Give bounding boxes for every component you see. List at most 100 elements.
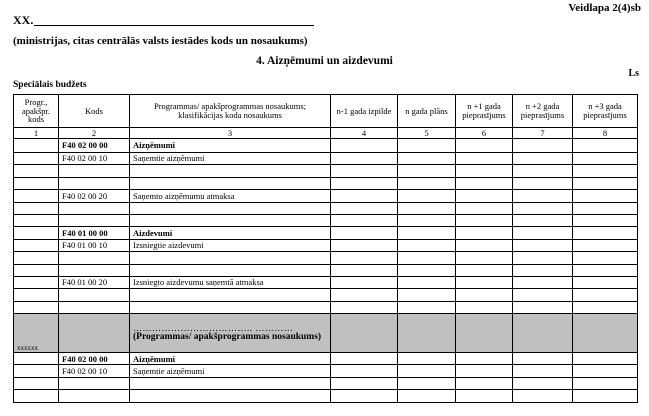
value-cell[interactable] — [330, 352, 398, 366]
value-cell[interactable] — [512, 275, 573, 290]
value-cell[interactable] — [512, 138, 573, 153]
value-cell[interactable] — [330, 251, 398, 265]
value-cell[interactable] — [512, 176, 573, 191]
value-cell[interactable] — [397, 151, 456, 166]
value-cell[interactable] — [397, 164, 456, 178]
value-cell[interactable] — [572, 263, 638, 277]
value-cell[interactable] — [330, 275, 398, 290]
value-cell[interactable] — [512, 300, 573, 315]
value-cell[interactable] — [397, 251, 456, 265]
value-cell[interactable] — [572, 352, 638, 366]
value-cell[interactable] — [572, 288, 638, 302]
value-cell[interactable] — [512, 226, 573, 240]
value-cell[interactable] — [572, 213, 638, 228]
value-cell[interactable] — [397, 226, 456, 240]
value-cell[interactable] — [512, 313, 573, 354]
value-cell[interactable] — [397, 238, 456, 253]
value-cell[interactable] — [455, 389, 513, 403]
value-cell[interactable] — [397, 288, 456, 302]
value-cell[interactable] — [572, 313, 638, 354]
value-cell[interactable] — [572, 201, 638, 215]
value-cell[interactable] — [397, 201, 456, 215]
value-cell[interactable] — [572, 389, 638, 403]
value-cell[interactable] — [512, 238, 573, 253]
value-cell[interactable] — [397, 376, 456, 391]
value-cell[interactable] — [572, 138, 638, 153]
value-cell[interactable] — [455, 376, 513, 391]
value-cell[interactable] — [397, 213, 456, 228]
value-cell[interactable] — [397, 389, 456, 403]
value-cell[interactable] — [330, 201, 398, 215]
value-cell[interactable] — [455, 238, 513, 253]
value-cell[interactable] — [455, 151, 513, 166]
value-cell[interactable] — [512, 352, 573, 366]
value-cell[interactable] — [512, 189, 573, 203]
value-cell[interactable] — [330, 164, 398, 178]
value-cell[interactable] — [512, 364, 573, 378]
value-cell[interactable] — [455, 251, 513, 265]
value-cell[interactable] — [455, 275, 513, 290]
value-cell[interactable] — [330, 263, 398, 277]
value-cell[interactable] — [330, 376, 398, 391]
value-cell[interactable] — [330, 288, 398, 302]
value-cell[interactable] — [455, 263, 513, 277]
value-cell[interactable] — [330, 176, 398, 191]
value-cell[interactable] — [572, 226, 638, 240]
value-cell[interactable] — [397, 300, 456, 315]
value-cell[interactable] — [572, 275, 638, 290]
value-cell[interactable] — [330, 213, 398, 228]
value-cell[interactable] — [397, 176, 456, 191]
value-cell[interactable] — [572, 164, 638, 178]
prog-code-cell — [13, 138, 59, 153]
value-cell[interactable] — [397, 364, 456, 378]
code-cell — [58, 251, 130, 265]
value-cell[interactable] — [455, 213, 513, 228]
value-cell[interactable] — [455, 364, 513, 378]
value-cell[interactable] — [397, 263, 456, 277]
value-cell[interactable] — [512, 389, 573, 403]
value-cell[interactable] — [330, 300, 398, 315]
value-cell[interactable] — [572, 251, 638, 265]
value-cell[interactable] — [572, 176, 638, 191]
value-cell[interactable] — [512, 263, 573, 277]
value-cell[interactable] — [455, 176, 513, 191]
value-cell[interactable] — [512, 213, 573, 228]
value-cell[interactable] — [572, 151, 638, 166]
col-num: 8 — [572, 127, 638, 139]
value-cell[interactable] — [330, 151, 398, 166]
value-cell[interactable] — [512, 164, 573, 178]
value-cell[interactable] — [455, 164, 513, 178]
value-cell[interactable] — [572, 238, 638, 253]
value-cell[interactable] — [330, 189, 398, 203]
value-cell[interactable] — [572, 376, 638, 391]
value-cell[interactable] — [397, 313, 456, 354]
empty-cell[interactable] — [58, 313, 130, 354]
value-cell[interactable] — [455, 138, 513, 153]
value-cell[interactable] — [512, 201, 573, 215]
value-cell[interactable] — [512, 376, 573, 391]
value-cell[interactable] — [330, 226, 398, 240]
value-cell[interactable] — [330, 138, 398, 153]
value-cell[interactable] — [455, 313, 513, 354]
col-num: 4 — [330, 127, 398, 139]
value-cell[interactable] — [397, 275, 456, 290]
value-cell[interactable] — [572, 300, 638, 315]
value-cell[interactable] — [455, 352, 513, 366]
value-cell[interactable] — [512, 151, 573, 166]
value-cell[interactable] — [330, 389, 398, 403]
value-cell[interactable] — [572, 364, 638, 378]
value-cell[interactable] — [455, 226, 513, 240]
value-cell[interactable] — [330, 313, 398, 354]
value-cell[interactable] — [455, 201, 513, 215]
value-cell[interactable] — [572, 189, 638, 203]
value-cell[interactable] — [455, 288, 513, 302]
value-cell[interactable] — [455, 189, 513, 203]
value-cell[interactable] — [397, 352, 456, 366]
value-cell[interactable] — [397, 138, 456, 153]
value-cell[interactable] — [512, 251, 573, 265]
value-cell[interactable] — [397, 189, 456, 203]
value-cell[interactable] — [330, 364, 398, 378]
value-cell[interactable] — [330, 238, 398, 253]
value-cell[interactable] — [455, 300, 513, 315]
value-cell[interactable] — [512, 288, 573, 302]
